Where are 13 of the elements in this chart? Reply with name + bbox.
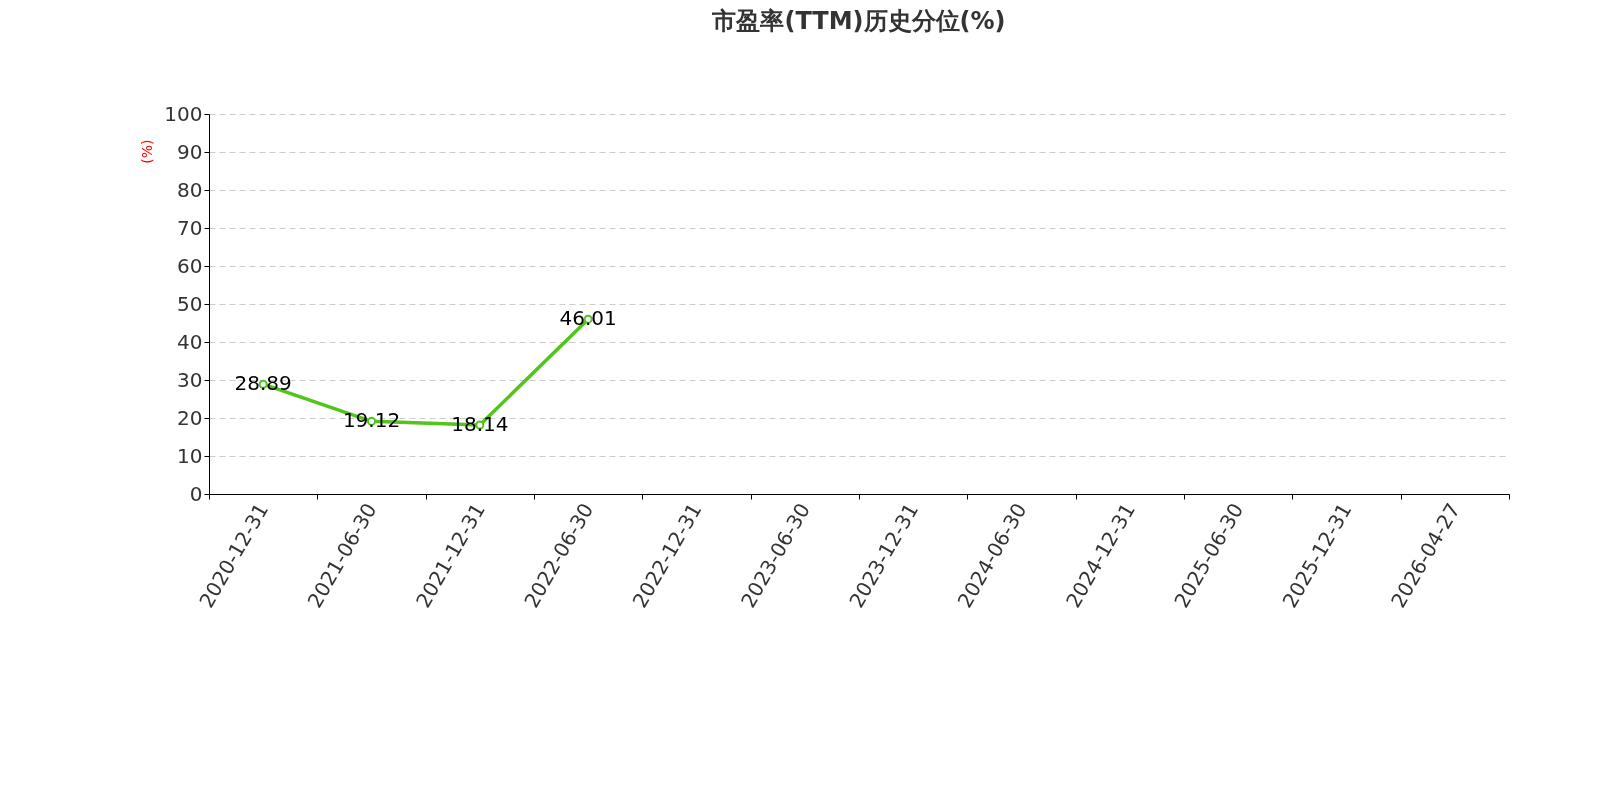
- y-tick-label: 90: [177, 139, 203, 164]
- y-tick-label: 10: [177, 443, 203, 468]
- y-tick-label: 60: [177, 253, 203, 278]
- y-tick-label: 20: [177, 405, 203, 430]
- chart-title: 市盈率(TTM)历史分位(%): [711, 7, 1006, 35]
- y-tick-label: 100: [164, 101, 203, 126]
- y-tick-label: 40: [177, 329, 203, 354]
- y-tick-label: 80: [177, 177, 203, 202]
- y-tick-label: 30: [177, 367, 203, 392]
- y-axis-title: (%): [138, 139, 155, 164]
- y-tick-label: 50: [177, 291, 203, 316]
- y-tick-label: 70: [177, 215, 203, 240]
- y-tick-label: 0: [189, 481, 203, 506]
